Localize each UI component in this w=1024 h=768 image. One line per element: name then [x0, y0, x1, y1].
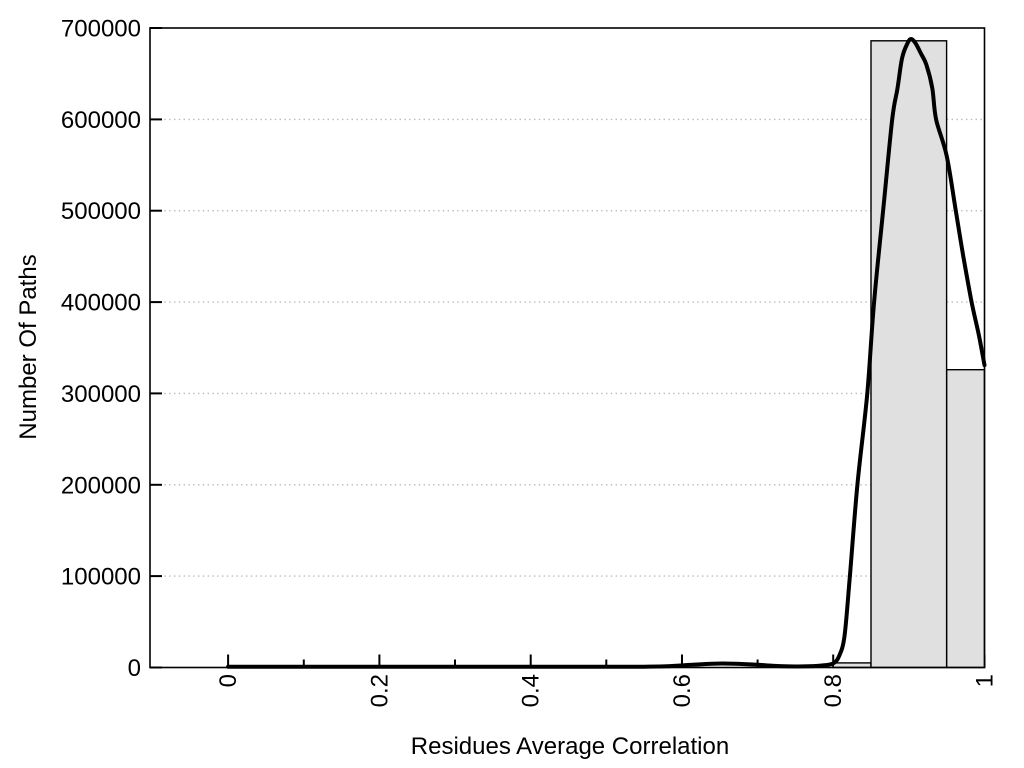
y-tick-label: 300000 — [61, 381, 141, 408]
histogram-bar — [946, 369, 986, 669]
histogram-bar — [870, 40, 948, 669]
y-tick-label: 200000 — [61, 472, 141, 499]
x-tick-labels: 0 0.2 0.4 0.6 0.8 1 — [215, 674, 998, 707]
y-tick-label: 600000 — [61, 107, 141, 134]
x-tick-label: 0.4 — [518, 674, 545, 707]
y-tick-label: 500000 — [61, 198, 141, 225]
y-axis-title: Number Of Paths — [15, 254, 42, 439]
y-tick-label: 400000 — [61, 290, 141, 317]
y-tick-label: 700000 — [61, 16, 141, 43]
y-tick-label: 0 — [128, 655, 141, 682]
x-tick-label: 0 — [215, 674, 242, 687]
x-tick-label: 1 — [972, 674, 999, 687]
y-tick-labels: 0 100000 200000 300000 400000 500000 600000 700… — [61, 16, 141, 683]
histogram-bars — [832, 40, 986, 669]
plot-border — [149, 27, 986, 669]
x-tick-label: 0.2 — [366, 674, 393, 707]
x-axis-title: Residues Average Correlation — [411, 733, 729, 760]
x-tick-label: 0.8 — [820, 674, 847, 707]
axis-ticks — [150, 27, 986, 669]
gridlines — [150, 118, 985, 577]
x-tick-label: 0.6 — [669, 674, 696, 707]
y-tick-label: 100000 — [61, 564, 141, 591]
